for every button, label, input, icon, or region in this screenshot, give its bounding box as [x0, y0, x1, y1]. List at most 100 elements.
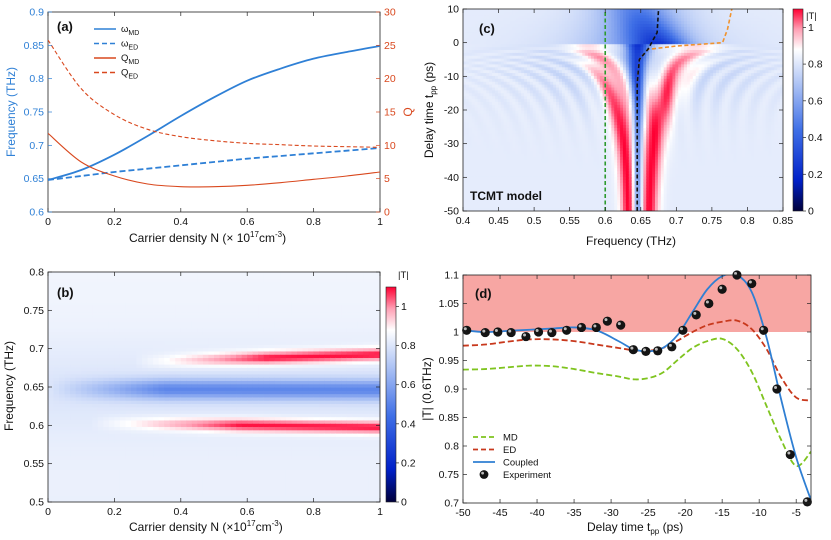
- heatmap-cell: [308, 341, 315, 345]
- heatmap-cell: [324, 321, 331, 326]
- heatmap-cell: [280, 314, 287, 319]
- heatmap-cell: [147, 298, 154, 303]
- heatmap-cell: [186, 462, 193, 467]
- heatmap-cell: [147, 413, 154, 418]
- heatmap-cell: [219, 495, 226, 500]
- heatmap-cell: [346, 354, 353, 359]
- heatmap-cell: [480, 66, 484, 71]
- heatmap-cell: [48, 446, 55, 451]
- heatmap-cell: [225, 459, 232, 464]
- heatmap-cell: [357, 357, 364, 362]
- heatmap-cell: [197, 288, 204, 293]
- heatmap-cell: [81, 327, 88, 332]
- heatmap-cell: [158, 465, 165, 470]
- heatmap-cell: [153, 275, 160, 280]
- heatmap-cell: [53, 433, 60, 437]
- heatmap-cell: [236, 413, 243, 418]
- heatmap-cell: [252, 360, 259, 365]
- heatmap-cell: [230, 301, 237, 306]
- heatmap-cell: [97, 311, 104, 316]
- heatmap-cell: [341, 337, 348, 342]
- heatmap-cell: [114, 347, 121, 352]
- heatmap-cell: [341, 413, 348, 418]
- heatmap-cell: [197, 373, 204, 378]
- heatmap-cell: [474, 17, 479, 22]
- heatmap-cell: [480, 20, 484, 25]
- heatmap-cell: [59, 462, 66, 467]
- heatmap-cell: [59, 426, 66, 431]
- heatmap-cell: [53, 400, 60, 405]
- heatmap-cell: [346, 465, 353, 470]
- heatmap-cell: [158, 308, 165, 313]
- heatmap-cell: [352, 400, 359, 405]
- heatmap-cell: [285, 308, 293, 313]
- heatmap-cell: [131, 498, 138, 502]
- heatmap-cell: [247, 475, 254, 480]
- heatmap-cell: [486, 170, 490, 175]
- heatmap-cell: [158, 416, 165, 421]
- heatmap-cell: [59, 403, 66, 408]
- heatmap-cell: [169, 475, 176, 480]
- heatmap-cell: [346, 393, 353, 398]
- heatmap-cell: [158, 344, 165, 349]
- heatmap-cell: [131, 449, 138, 454]
- heatmap-cell: [136, 429, 143, 434]
- heatmap-cell: [53, 462, 60, 467]
- heatmap-cell: [330, 387, 337, 391]
- heatmap-cell: [252, 403, 259, 408]
- heatmap-cell: [197, 446, 204, 451]
- heatmap-cell: [142, 318, 149, 322]
- heatmap-cell: [142, 406, 149, 411]
- heatmap-cell: [252, 433, 259, 437]
- heatmap-cell: [465, 86, 470, 91]
- heatmap-cell: [97, 298, 104, 303]
- heatmap-cell: [164, 334, 171, 339]
- heatmap-cell: [108, 364, 115, 368]
- heatmap-cell: [330, 462, 337, 467]
- heatmap-cell: [374, 452, 380, 457]
- heatmap-cell: [247, 396, 254, 401]
- heatmap-cell: [263, 373, 270, 378]
- heatmap-cell: [280, 281, 287, 286]
- heatmap-cell: [247, 318, 254, 322]
- heatmap-cell: [341, 442, 348, 447]
- heatmap-cell: [241, 354, 248, 359]
- heatmap-cell: [263, 492, 270, 497]
- heatmap-cell: [236, 498, 243, 502]
- heatmap-cell: [346, 439, 353, 444]
- heatmap-cell: [108, 475, 115, 480]
- heatmap-cell: [164, 295, 171, 299]
- heatmap-cell: [258, 324, 265, 329]
- heatmap-cell: [368, 281, 376, 286]
- heatmap-cell: [263, 406, 270, 411]
- heatmap-cell: [341, 357, 348, 362]
- heatmap-cell: [297, 462, 304, 467]
- heatmap-cell: [483, 20, 487, 25]
- heatmap-cell: [103, 383, 110, 388]
- heatmap-cell: [291, 446, 298, 451]
- heatmap-cell: [247, 465, 254, 470]
- heatmap-cell: [59, 314, 66, 319]
- heatmap-cell: [297, 370, 304, 375]
- heatmap-cell: [125, 278, 132, 283]
- heatmap-cell: [53, 275, 60, 280]
- heatmap-cell: [103, 291, 110, 296]
- heatmap-cell: [313, 347, 320, 352]
- heatmap-cell: [103, 298, 110, 303]
- heatmap-cell: [108, 406, 115, 411]
- heatmap-cell: [486, 124, 490, 128]
- heatmap-cell: [225, 360, 232, 365]
- heatmap-cell: [269, 350, 276, 355]
- heatmap-cell: [480, 118, 484, 123]
- heatmap-cell: [219, 354, 226, 359]
- heatmap-cell: [319, 439, 326, 444]
- heatmap-cell: [274, 442, 281, 447]
- heatmap-cell: [86, 367, 93, 372]
- heatmap-cell: [486, 144, 490, 149]
- heatmap-cell: [285, 344, 293, 349]
- heatmap-cell: [59, 291, 66, 296]
- heatmap-cell: [119, 465, 127, 470]
- heatmap-cell: [202, 344, 210, 349]
- heatmap-cell: [208, 334, 215, 339]
- heatmap-cell: [374, 344, 380, 349]
